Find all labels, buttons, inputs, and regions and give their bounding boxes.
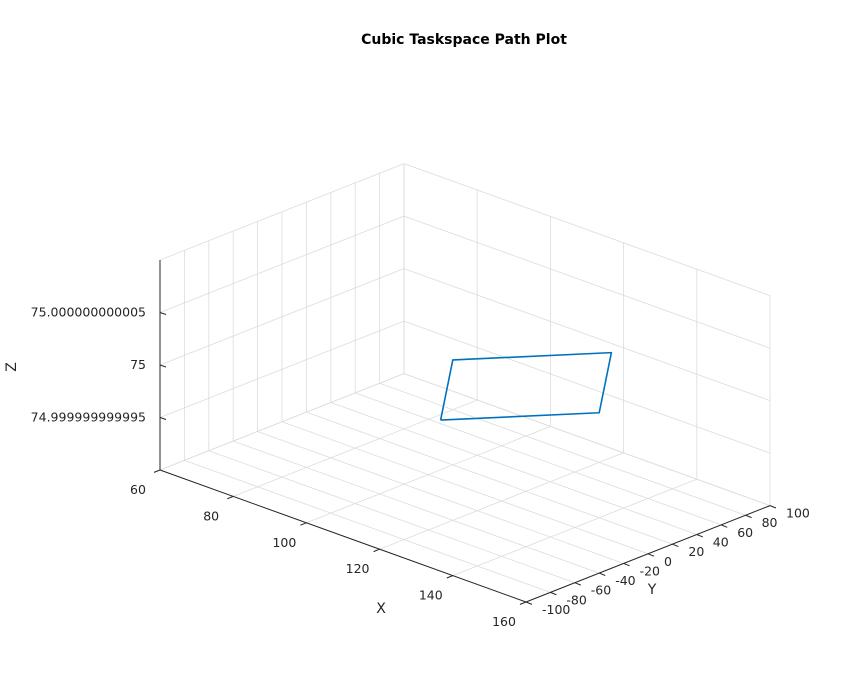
z-tick-label: 74.999999999995 — [31, 410, 146, 425]
y-tick-label: -20 — [640, 563, 660, 578]
x-tick — [519, 601, 527, 605]
grid-line — [159, 320, 405, 418]
grid-line — [379, 382, 746, 516]
grid-line — [208, 450, 575, 584]
z-tick — [159, 312, 167, 315]
y-tick — [721, 524, 728, 528]
grid-line — [159, 163, 405, 261]
y-tick-label: -40 — [615, 573, 635, 588]
y-tick — [599, 572, 606, 576]
x-tick — [153, 469, 161, 473]
y-tick — [525, 601, 533, 605]
axes-lines — [153, 260, 777, 605]
x-tick — [373, 548, 380, 553]
y-tick — [672, 543, 679, 548]
grid-line — [159, 215, 405, 313]
x-tick-label: 60 — [130, 482, 146, 497]
grid-line — [330, 402, 697, 535]
grid-line — [233, 440, 600, 574]
tick-labels: 60 80 100 120 140 160 -100-80 -60 -40 -20 0 20 40 60 8… — [31, 305, 810, 630]
z-axis-label: Z — [4, 362, 20, 372]
x-tick-label: 120 — [346, 561, 370, 576]
y-tick-label: -60 — [591, 583, 611, 598]
x-tick-label: 140 — [419, 588, 443, 603]
grid-line — [403, 373, 771, 506]
y-tick-label: 20 — [688, 544, 704, 559]
x-tick-label: 100 — [272, 535, 296, 550]
series-line — [439, 351, 613, 421]
z-tick-label: 75.000000000005 — [31, 305, 146, 320]
y-tick-label: -100 — [542, 602, 570, 617]
x-tick-label: 80 — [203, 508, 219, 523]
x-tick — [227, 495, 234, 500]
grid-line — [257, 431, 624, 564]
grid-line — [403, 163, 771, 296]
y-tick-label: -80 — [566, 592, 586, 607]
y-tick-label: 40 — [713, 535, 729, 550]
plot-area — [439, 351, 613, 421]
y-tick — [647, 553, 655, 557]
y-tick — [550, 591, 557, 596]
y-tick — [769, 505, 777, 509]
y-axis-label: Y — [647, 582, 657, 598]
y-tick — [745, 514, 752, 519]
grid-lines — [159, 163, 771, 603]
grid-line — [355, 392, 722, 526]
grid-line — [159, 268, 405, 366]
y-tick-label: 80 — [762, 515, 778, 530]
x-tick — [300, 522, 307, 526]
y-tick — [696, 534, 703, 538]
grid-line — [306, 411, 673, 545]
x-tick — [446, 575, 453, 579]
grid-line — [281, 421, 649, 555]
y-tick-label: 0 — [664, 554, 672, 569]
z-tick-label: 75 — [130, 357, 146, 372]
grid-line — [403, 268, 771, 401]
grid-line — [403, 215, 771, 349]
chart-title: Cubic Taskspace Path Plot — [361, 32, 567, 48]
x-axis-line — [159, 469, 527, 603]
z-tick — [159, 417, 167, 420]
x-axis-label: X — [376, 601, 386, 617]
x-tick-label: 160 — [492, 614, 516, 629]
grid-line — [403, 320, 771, 454]
y-tick — [574, 582, 581, 586]
grid-line — [184, 459, 551, 593]
z-tick — [159, 364, 167, 368]
y-tick — [623, 562, 630, 567]
y-tick-label: 100 — [786, 506, 810, 521]
y-tick-label: 60 — [737, 525, 753, 540]
